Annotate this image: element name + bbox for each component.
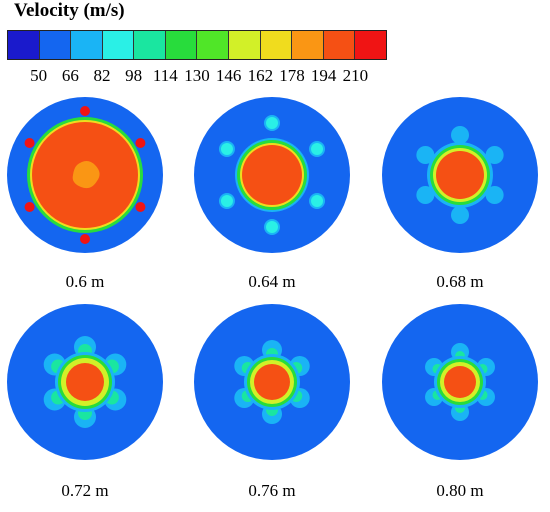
jet-spot: [311, 143, 324, 155]
legend-title: Velocity (m/s): [14, 0, 125, 21]
jet-spot: [80, 234, 90, 244]
jet-spot: [266, 117, 278, 129]
jet-spot: [266, 221, 278, 233]
colorbar-tick-label: 82: [93, 66, 111, 85]
colorbar: [7, 30, 387, 60]
colorbar-tick-label: 98: [125, 66, 143, 85]
jet-spot: [220, 143, 233, 155]
colorbar-tick-label: 114: [152, 66, 178, 85]
colorbar-tick-label: 66: [61, 66, 79, 85]
contour-panel-1: [5, 95, 165, 255]
contour-plot-4: [7, 304, 163, 460]
colorbar-tick-label: 194: [310, 66, 337, 85]
velocity-contour-ring: [254, 364, 290, 400]
colorbar-segment: [229, 31, 261, 59]
contour-panel-3: [380, 95, 540, 255]
contour-panel-6: [380, 302, 540, 462]
velocity-contour-ring: [436, 151, 484, 199]
panel-label-3: 0.68 m: [436, 272, 484, 291]
contour-plot-1: [7, 97, 163, 253]
panel-label-1: 0.6 m: [65, 272, 105, 291]
contour-panel-2: [192, 95, 352, 255]
colorbar-tick-label: 178: [279, 66, 305, 85]
jet-spot: [24, 202, 35, 212]
colorbar-tick-label: 50: [30, 66, 48, 85]
colorbar-segment: [355, 31, 386, 59]
colorbar-tick-label: 210: [342, 66, 369, 85]
colorbar-segment: [8, 31, 40, 59]
contour-plot-3: [382, 97, 538, 253]
jet-spot: [453, 128, 467, 142]
jet-spot: [24, 138, 35, 148]
jet-spot: [418, 188, 433, 202]
colorbar-segment: [165, 31, 198, 59]
contour-plot-6: [382, 304, 538, 460]
jet-spot: [453, 208, 467, 222]
colorbar-tick-label: 146: [215, 66, 242, 85]
colorbar-segment: [134, 31, 166, 59]
jet-spot: [418, 148, 433, 162]
colorbar-segment: [197, 31, 230, 59]
contour-panel-4: [5, 302, 165, 462]
jet-spot: [80, 106, 90, 116]
velocity-contour-ring: [444, 366, 476, 398]
colorbar-segment: [71, 31, 103, 59]
jet-spot: [135, 202, 146, 212]
contour-plot-5: [194, 304, 350, 460]
jet-spot: [487, 148, 502, 162]
colorbar-segment: [323, 31, 356, 59]
colorbar-segment: [39, 31, 72, 59]
jet-spot: [311, 195, 324, 207]
panel-label-5: 0.76 m: [248, 481, 296, 500]
panel-label-6: 0.80 m: [436, 481, 484, 500]
colorbar-tick-label: 162: [247, 66, 274, 85]
contour-plot-2: [194, 97, 350, 253]
jet-spot: [487, 188, 502, 202]
jet-spot: [220, 195, 233, 207]
panel-label-4: 0.72 m: [61, 481, 109, 500]
contour-panel-5: [192, 302, 352, 462]
colorbar-segment: [292, 31, 324, 59]
colorbar-segment: [102, 31, 135, 59]
core-blob: [72, 161, 100, 189]
velocity-contour-ring: [242, 145, 302, 205]
colorbar-segment: [260, 31, 293, 59]
colorbar-tick-label: 130: [184, 66, 210, 85]
panel-label-2: 0.64 m: [248, 272, 296, 291]
velocity-contour-ring: [66, 363, 104, 401]
jet-spot: [135, 138, 146, 148]
